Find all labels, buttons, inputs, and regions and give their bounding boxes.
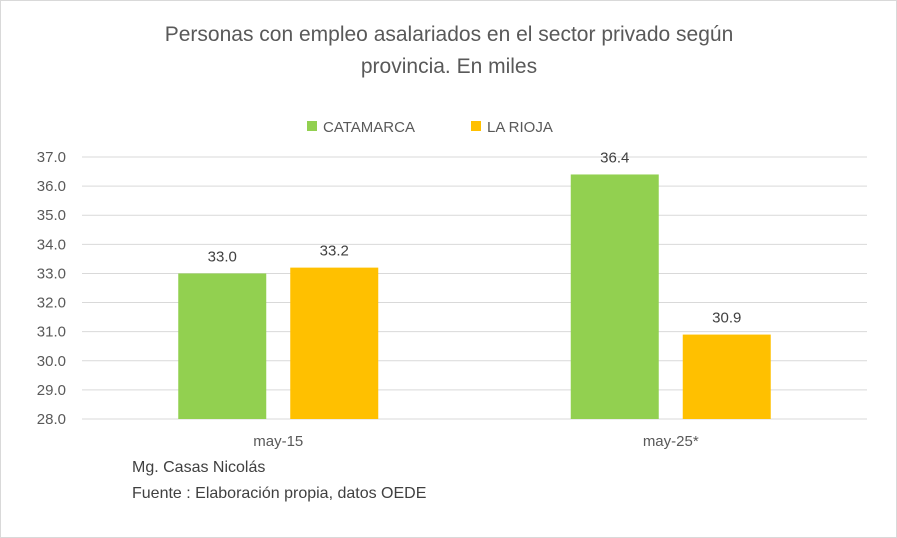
legend-swatch-la-rioja [471,121,481,131]
y-tick-label: 32.0 [37,295,66,312]
bar-catamarca-0 [178,273,267,419]
bar-value-label: 30.9 [712,310,741,327]
x-tick-label: may-15 [253,433,303,450]
data-labels: 33.0 33.2 36.4 30.9 [208,149,742,326]
y-tick-label: 33.0 [37,265,66,282]
y-tick-label: 30.0 [37,353,66,370]
bar-value-label: 33.0 [208,248,237,265]
source-note: Fuente : Elaboración propia, datos OEDE [132,485,427,502]
legend: CATAMARCA LA RIOJA [307,119,553,136]
y-axis: 28.0 29.0 30.0 31.0 32.0 33.0 34.0 35.0 36.0 37.0 [37,149,66,428]
legend-label-catamarca: CATAMARCA [323,119,415,136]
y-tick-label: 35.0 [37,207,66,224]
bars [178,174,771,419]
author-note: Mg. Casas Nicolás [132,459,266,476]
legend-label-la-rioja: LA RIOJA [487,119,553,136]
chart-title-line-1: Personas con empleo asalariados en el se… [165,23,734,46]
bar-catamarca-1 [570,174,659,419]
bar-value-label: 33.2 [320,243,349,260]
x-tick-label: may-25* [643,433,699,450]
bar-la-rioja-1 [682,334,771,419]
x-axis: may-15 may-25* [253,433,699,450]
y-tick-label: 34.0 [37,236,66,253]
bar-la-rioja-0 [290,267,379,419]
y-tick-label: 28.0 [37,411,66,428]
y-tick-label: 36.0 [37,178,66,195]
y-tick-label: 37.0 [37,149,66,166]
chart-title-line-2: provincia. En miles [361,55,537,78]
legend-swatch-catamarca [307,121,317,131]
y-tick-label: 31.0 [37,324,66,341]
bar-value-label: 36.4 [600,149,629,166]
y-tick-label: 29.0 [37,382,66,399]
